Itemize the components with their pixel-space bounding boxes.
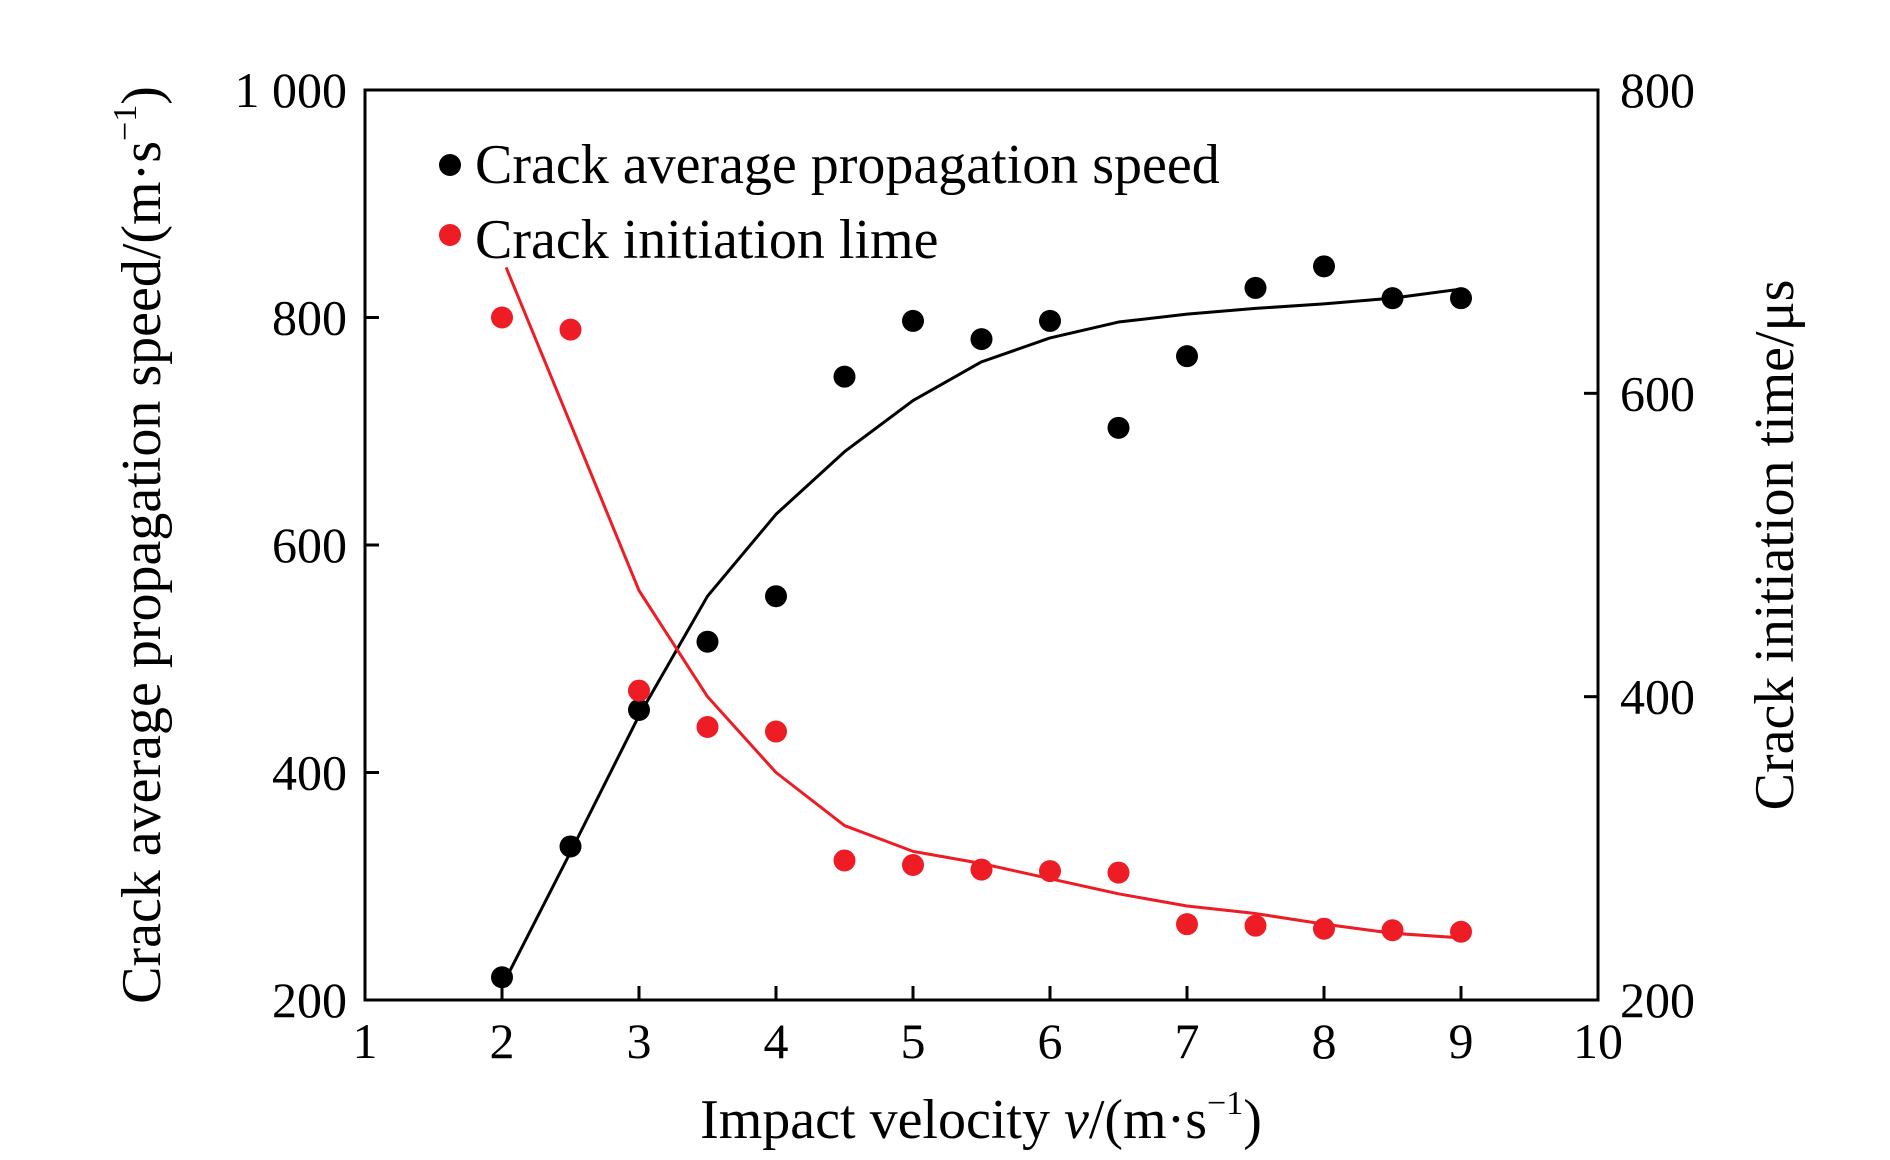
data-point-speed	[765, 585, 787, 608]
y-left-tick-label: 1 000	[235, 62, 348, 118]
x-tick-label: 5	[901, 1013, 926, 1069]
data-point-time	[765, 720, 787, 743]
x-tick-label: 4	[764, 1013, 789, 1069]
y-right-axis-title: Crack initiation time/μs	[1744, 280, 1806, 811]
data-point-time	[1107, 861, 1130, 884]
x-tick-label: 7	[1175, 1013, 1200, 1069]
data-point-time	[1244, 914, 1267, 937]
data-point-speed	[1176, 345, 1198, 368]
y-right-tick-label: 400	[1620, 669, 1695, 725]
x-axis-title-main: Impact velocity	[700, 1089, 1064, 1151]
data-point-time	[970, 858, 993, 881]
data-point-speed	[1107, 416, 1130, 439]
legend-label-speed: Crack average propagation speed	[475, 134, 1220, 196]
fit-curve-speed	[500, 287, 1462, 988]
data-point-speed	[833, 365, 856, 388]
data-point-time	[1176, 913, 1198, 936]
data-point-speed	[1039, 309, 1061, 332]
y-left-axis-title-sup: −1	[107, 105, 144, 141]
y-right-tick-label: 600	[1620, 365, 1695, 421]
y-left-axis-title-main: Crack average propagation speed/(m·s	[111, 141, 173, 1004]
data-point-speed	[1313, 255, 1335, 278]
y-left-tick-label: 400	[272, 745, 347, 801]
y-right-tick-label: 200	[1620, 972, 1695, 1028]
x-tick-label: 6	[1038, 1013, 1063, 1069]
data-point-speed	[1450, 287, 1472, 310]
x-tick-label: 9	[1449, 1013, 1474, 1069]
x-tick-label: 1	[353, 1013, 378, 1069]
y-right-tick-label: 800	[1620, 62, 1695, 118]
y-left-tick-label: 600	[272, 517, 347, 573]
data-point-time	[696, 716, 719, 738]
data-point-time	[628, 679, 650, 702]
x-axis-title: Impact velocity v/(m·s−1)	[700, 1085, 1262, 1151]
data-point-time	[902, 854, 924, 877]
data-point-speed	[1381, 287, 1404, 310]
data-point-time	[491, 306, 513, 329]
y-left-axis-title-close: )	[111, 86, 173, 105]
data-point-time	[1450, 920, 1472, 943]
data-point-speed	[491, 966, 513, 989]
legend-label-time: Crack initiation lime	[475, 209, 938, 271]
y-left-tick-label: 200	[272, 972, 347, 1028]
data-point-time	[1039, 860, 1061, 883]
data-point-speed	[628, 698, 650, 721]
legend-marker-speed	[439, 154, 461, 176]
x-axis-title-close: )	[1243, 1089, 1262, 1151]
legend: Crack average propagation speed Crack in…	[439, 134, 1220, 271]
x-axis-title-sup: −1	[1207, 1085, 1243, 1122]
x-axis-title-unit: /(m·s	[1089, 1089, 1207, 1151]
data-point-speed	[902, 309, 924, 332]
data-points	[491, 255, 1472, 989]
data-point-speed	[1244, 276, 1267, 299]
x-tick-label: 8	[1312, 1013, 1337, 1069]
fit-curve-time	[504, 266, 1462, 940]
data-point-time	[1313, 917, 1335, 940]
data-point-time	[833, 849, 856, 872]
data-point-speed	[696, 630, 719, 653]
legend-marker-time	[439, 224, 461, 246]
x-tick-label: 10	[1573, 1013, 1623, 1069]
x-axis-title-var: v	[1064, 1089, 1089, 1151]
data-point-time	[1381, 919, 1404, 942]
data-point-speed	[970, 328, 993, 351]
data-point-speed	[559, 835, 582, 858]
x-tick-label: 2	[490, 1013, 515, 1069]
y-left-tick-label: 800	[272, 290, 347, 346]
data-point-time	[559, 318, 582, 341]
x-tick-label: 3	[627, 1013, 652, 1069]
y-left-axis-title: Crack average propagation speed/(m·s−1)	[107, 86, 173, 1004]
